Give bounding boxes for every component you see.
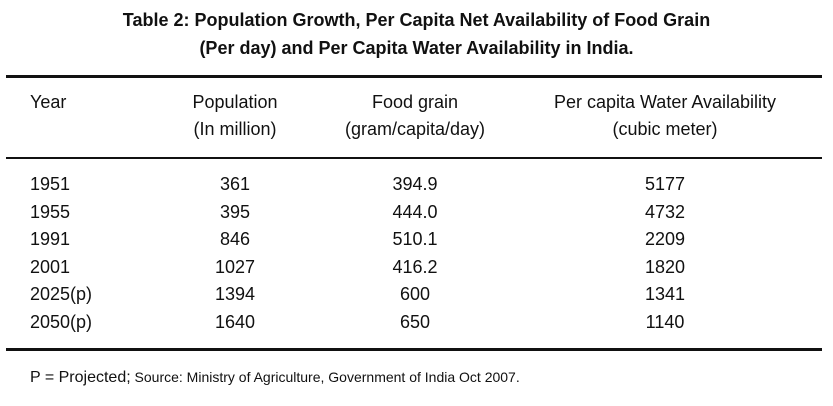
footnote-source: Source: Ministry of Agriculture, Governm… [130, 369, 520, 385]
cell-food-grain: 600 [399, 284, 431, 305]
cell-water: 1341 [644, 284, 686, 305]
cell-population: 1640 [214, 311, 256, 332]
table-bottom-rule [6, 348, 822, 351]
cell-water: 2209 [644, 229, 686, 250]
header-water: Per capita Water Availability (cubic met… [515, 89, 815, 143]
table-top-rule [6, 75, 822, 78]
cell-year: 1955 [30, 201, 71, 222]
footnote-key: P = Projected; [30, 369, 131, 386]
header-year-label: Year [30, 92, 67, 112]
cell-water: 1140 [645, 311, 685, 332]
cell-water: 4732 [644, 201, 686, 222]
cell-water: 1820 [644, 256, 686, 277]
cell-year: 2001 [30, 256, 71, 277]
cell-year: 2050(p) [30, 311, 93, 332]
header-year: Year [30, 89, 150, 116]
cell-food-grain: 650 [399, 311, 431, 332]
cell-food-grain: 444.0 [392, 201, 438, 222]
cell-year: 1991 [30, 229, 71, 250]
cell-population: 361 [219, 174, 251, 194]
cell-year: 2025(p) [30, 284, 93, 305]
table-footnote: P = Projected; Source: Ministry of Agric… [30, 369, 520, 387]
cell-year: 1951 [30, 174, 71, 194]
caption-line-1: Table 2: Population Growth, Per Capita N… [122, 10, 711, 30]
cell-food-grain: 416.2 [392, 256, 438, 277]
table-row: 1951 361 394.9 5177 [0, 171, 833, 199]
header-water-line-2: (cubic meter) [612, 119, 718, 139]
table-header-rule [6, 157, 822, 159]
cell-food-grain: 510.1 [392, 229, 438, 250]
cell-water: 5177 [644, 174, 686, 194]
caption-line-2: (Per day) and Per Capita Water Availabil… [199, 38, 634, 58]
cell-population: 1027 [214, 256, 256, 277]
table-row: 1991 846 510.1 2209 [0, 226, 833, 254]
table-caption: Table 2: Population Growth, Per Capita N… [0, 6, 833, 62]
cell-food-grain: 394.9 [392, 174, 438, 194]
table-row: 1955 395 444.0 4732 [0, 199, 833, 227]
header-water-line-1: Per capita Water Availability [553, 92, 777, 112]
header-food-grain-line-1: Food grain [371, 92, 459, 112]
header-population-line-2: (In million) [193, 119, 277, 139]
table-row: 2001 1027 416.2 1820 [0, 254, 833, 282]
header-food-grain: Food grain (gram/capita/day) [330, 89, 500, 143]
cell-population: 846 [219, 229, 251, 250]
header-population-line-1: Population [192, 92, 278, 112]
cell-population: 1394 [214, 284, 256, 305]
header-food-grain-line-2: (gram/capita/day) [344, 119, 486, 139]
header-population: Population (In million) [160, 89, 310, 143]
table-row: 2025(p) 1394 600 1341 [0, 281, 833, 309]
table-row: 2050(p) 1640 650 1140 [0, 309, 833, 337]
cell-population: 395 [219, 201, 251, 222]
table-body: 1951 361 394.9 5177 1955 395 444.0 4732 … [0, 171, 833, 337]
